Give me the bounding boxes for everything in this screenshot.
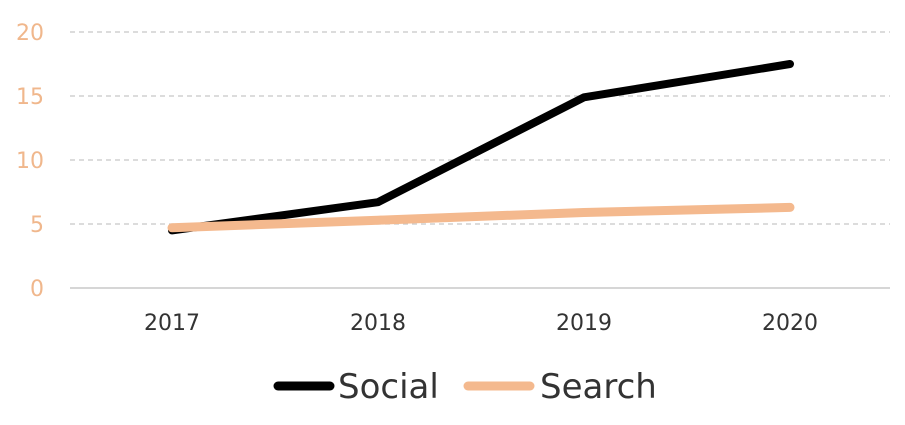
x-tick-label: 2017 bbox=[144, 311, 200, 336]
y-tick-label: 20 bbox=[16, 21, 44, 46]
y-tick-label: 10 bbox=[16, 149, 44, 174]
y-tick-label: 15 bbox=[16, 85, 44, 110]
series-line-search bbox=[167, 202, 795, 233]
legend-label-social: Social bbox=[338, 367, 439, 407]
gridlines bbox=[70, 31, 890, 225]
x-tick-label: 2018 bbox=[350, 311, 406, 336]
x-tick-label: 2020 bbox=[762, 311, 818, 336]
legend-label-search: Search bbox=[540, 367, 657, 407]
y-tick-label: 0 bbox=[30, 277, 44, 302]
series-line-social bbox=[168, 60, 794, 235]
x-tick-label: 2019 bbox=[556, 311, 612, 336]
series-lines bbox=[167, 60, 795, 235]
legend: Social Search bbox=[273, 367, 657, 407]
x-axis-ticks: 2017 2018 2019 2020 bbox=[144, 311, 818, 336]
y-axis-ticks: 0 5 10 15 20 bbox=[16, 21, 44, 302]
y-tick-label: 5 bbox=[30, 213, 44, 238]
